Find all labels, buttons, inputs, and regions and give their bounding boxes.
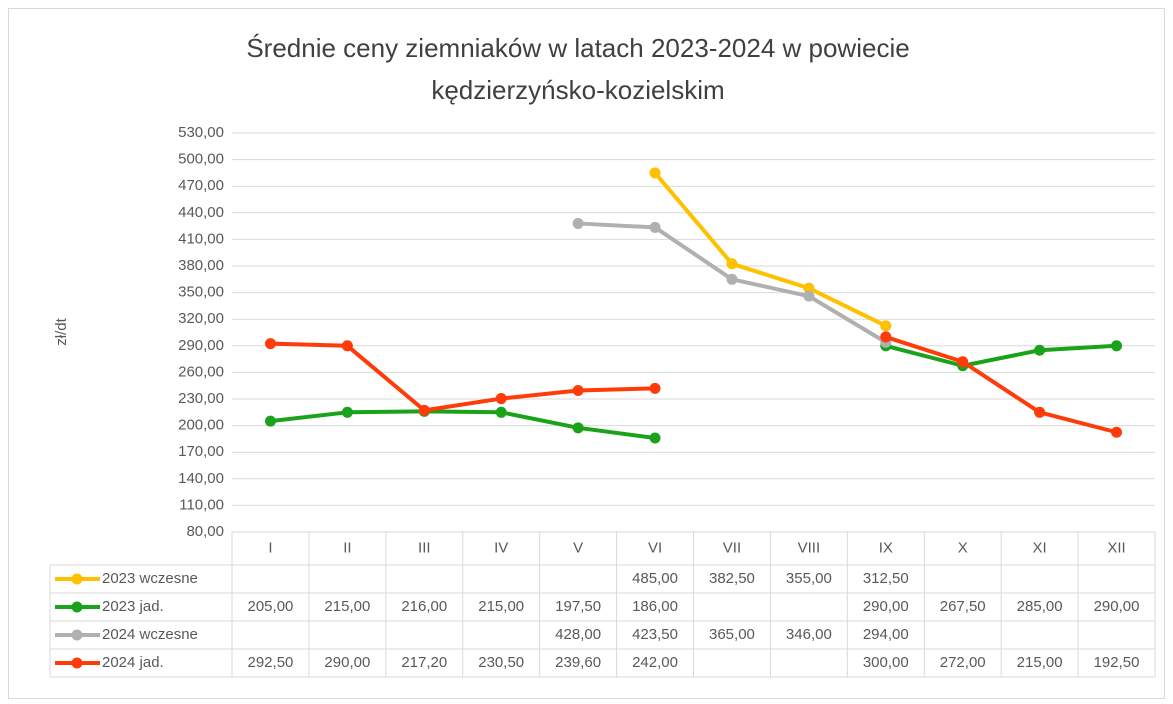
data-label: 290,00: [324, 654, 370, 671]
data-label: 272,00: [940, 654, 986, 671]
data-label: 485,00: [632, 570, 678, 587]
data-label: 215,00: [324, 598, 370, 615]
point: [880, 320, 892, 332]
legend-label: 2024 jad.: [102, 654, 164, 671]
point: [803, 290, 815, 302]
legend-label: 2023 jad.: [102, 598, 164, 615]
y-axis-label: zł/dt: [53, 317, 70, 345]
data-label: 192,50: [1094, 654, 1140, 671]
y-tick-label: 290,00: [178, 337, 224, 354]
data-label: 197,50: [555, 598, 601, 615]
data-label: 300,00: [863, 654, 909, 671]
y-tick-label: 80,00: [186, 523, 224, 540]
point: [1034, 344, 1046, 356]
chart-title: Średnie ceny ziemniaków w latach 2023-20…: [246, 33, 909, 63]
y-tick-label: 170,00: [178, 443, 224, 460]
y-tick-label: 500,00: [178, 151, 224, 168]
data-label: 239,60: [555, 654, 601, 671]
data-label: 215,00: [478, 598, 524, 615]
data-label: 290,00: [1094, 598, 1140, 615]
point: [495, 393, 507, 405]
point: [726, 258, 738, 270]
data-label: 312,50: [863, 570, 909, 587]
point: [1111, 340, 1123, 352]
point: [880, 331, 892, 343]
point: [572, 422, 584, 434]
data-label: 216,00: [401, 598, 447, 615]
point: [341, 340, 353, 352]
point: [957, 356, 969, 368]
point: [649, 221, 661, 233]
point: [264, 415, 276, 427]
y-tick-label: 410,00: [178, 230, 224, 247]
data-label: 294,00: [863, 626, 909, 643]
point: [341, 406, 353, 418]
data-label: 428,00: [555, 626, 601, 643]
y-tick-label: 470,00: [178, 177, 224, 194]
point: [1034, 406, 1046, 418]
x-tick-label: I: [268, 539, 272, 556]
y-tick-label: 320,00: [178, 310, 224, 327]
data-label: 292,50: [248, 654, 294, 671]
y-tick-label: 140,00: [178, 470, 224, 487]
chart-title: kędzierzyńsko-kozielskim: [431, 75, 724, 105]
data-label: 290,00: [863, 598, 909, 615]
y-tick-label: 350,00: [178, 284, 224, 301]
x-tick-label: VIII: [798, 539, 821, 556]
point: [572, 217, 584, 229]
x-tick-label: XII: [1107, 539, 1125, 556]
y-tick-label: 200,00: [178, 417, 224, 434]
y-tick-label: 110,00: [179, 496, 224, 513]
x-tick-label: IX: [879, 539, 893, 556]
data-label: 186,00: [632, 598, 678, 615]
point: [803, 282, 815, 294]
x-tick-label: III: [418, 539, 431, 556]
legend-label: 2023 wczesne: [102, 570, 198, 587]
data-label: 215,00: [1017, 654, 1063, 671]
x-tick-label: X: [958, 539, 968, 556]
x-tick-label: VI: [648, 539, 662, 556]
data-label: 230,50: [478, 654, 524, 671]
point: [726, 273, 738, 285]
series-line: [653, 171, 887, 328]
point: [649, 432, 661, 444]
data-label: 285,00: [1017, 598, 1063, 615]
point: [649, 167, 661, 179]
legend-swatch: [71, 629, 83, 641]
y-tick-label: 260,00: [178, 363, 224, 380]
x-tick-label: IV: [494, 539, 508, 556]
point: [1111, 426, 1123, 438]
x-tick-label: XI: [1033, 539, 1047, 556]
x-tick-label: II: [343, 539, 351, 556]
point: [649, 382, 661, 394]
data-label: 205,00: [248, 598, 294, 615]
legend-swatch: [71, 601, 83, 613]
x-tick-label: V: [573, 539, 583, 556]
y-tick-label: 230,00: [178, 390, 224, 407]
y-tick-label: 380,00: [178, 257, 224, 274]
y-tick-label: 440,00: [178, 204, 224, 221]
data-label: 365,00: [709, 626, 755, 643]
data-label: 355,00: [786, 570, 832, 587]
data-label: 423,50: [632, 626, 678, 643]
series-line: [270, 335, 1118, 435]
point: [264, 338, 276, 350]
data-label: 217,20: [401, 654, 447, 671]
point: [418, 404, 430, 416]
x-tick-label: VII: [723, 539, 741, 556]
legend-label: 2024 wczesne: [102, 626, 198, 643]
data-label: 382,50: [709, 570, 755, 587]
data-label: 267,50: [940, 598, 986, 615]
data-label: 346,00: [786, 626, 832, 643]
legend-swatch: [71, 657, 83, 669]
chart-frame: [8, 8, 1165, 699]
legend-swatch: [71, 573, 83, 585]
data-label: 242,00: [632, 654, 678, 671]
series-line: [270, 343, 1117, 440]
point: [495, 406, 507, 418]
point: [572, 384, 584, 396]
y-tick-label: 530,00: [178, 124, 224, 141]
